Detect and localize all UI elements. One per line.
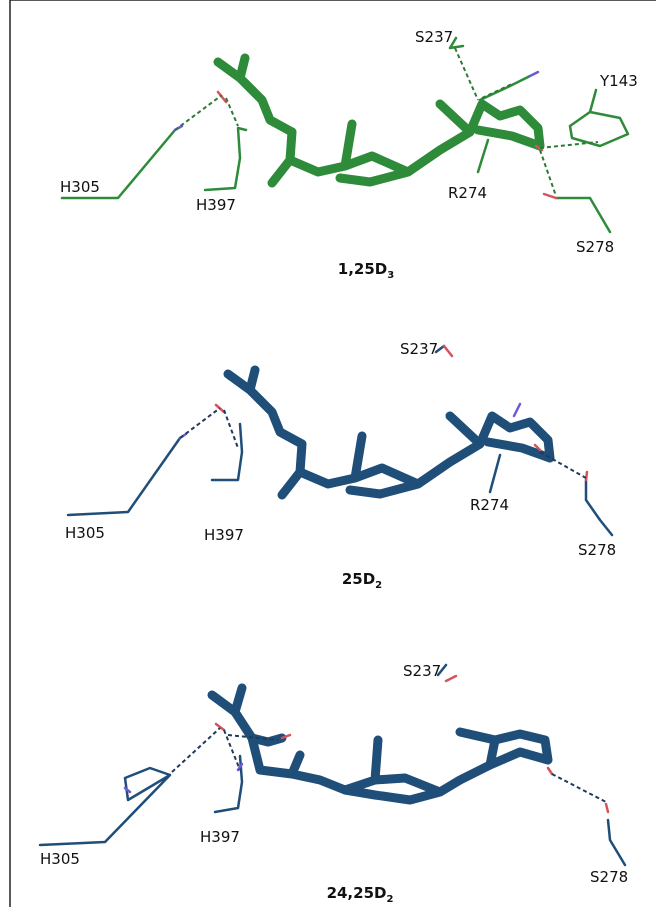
ligand-title: 24,25D2	[327, 884, 394, 905]
residue-label: H397	[196, 196, 236, 214]
residue-label: S237	[403, 662, 441, 680]
ligand-title: 1,25D3	[338, 260, 394, 281]
residue-label: S278	[578, 541, 616, 559]
residue-label: H397	[204, 526, 244, 544]
residue-label: H397	[200, 828, 240, 846]
panel-2-structure	[68, 346, 612, 535]
residue-label: H305	[65, 524, 105, 542]
frame	[10, 0, 656, 907]
residue-label: Y143	[599, 72, 638, 90]
panel-3-structure	[40, 665, 625, 865]
residue-label: S237	[415, 28, 453, 46]
residue-label: H305	[60, 178, 100, 196]
residue-label: S278	[576, 238, 614, 256]
residue-label: R274	[448, 184, 487, 202]
residue-label: S237	[400, 340, 438, 358]
ligand-title: 25D2	[342, 570, 382, 591]
residue-label: S278	[590, 868, 628, 886]
residue-label: H305	[40, 850, 80, 868]
residue-label: R274	[470, 496, 509, 514]
figure: S237 Y143 H305 H397 R274 S278 1,25D3 S23…	[0, 0, 656, 907]
panel-1-structure	[62, 38, 628, 232]
